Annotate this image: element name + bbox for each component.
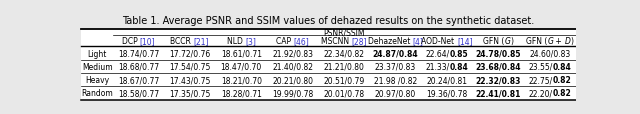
Text: [21]: [21] xyxy=(194,37,209,46)
Text: 21.21/0.80: 21.21/0.80 xyxy=(324,62,365,71)
Text: 20.51/0.79: 20.51/0.79 xyxy=(323,75,365,84)
Text: 20.24/0.81: 20.24/0.81 xyxy=(426,75,467,84)
Text: Table 1. Average PSNR and SSIM values of dehazed results on the synthetic datase: Table 1. Average PSNR and SSIM values of… xyxy=(122,16,534,26)
Text: 22.64/: 22.64/ xyxy=(426,49,450,58)
Text: ): ) xyxy=(570,37,573,46)
Text: [3]: [3] xyxy=(245,37,256,46)
Text: GFN (: GFN ( xyxy=(483,37,504,46)
Text: 22.34/0.82: 22.34/0.82 xyxy=(324,49,365,58)
Text: 17.54/0.75: 17.54/0.75 xyxy=(169,62,211,71)
Text: 24.60/0.83: 24.60/0.83 xyxy=(529,49,570,58)
Text: MSCNN: MSCNN xyxy=(321,37,351,46)
Text: 17.43/0.75: 17.43/0.75 xyxy=(169,75,211,84)
Text: GFN (: GFN ( xyxy=(526,37,548,46)
Text: Random: Random xyxy=(81,89,113,98)
Text: 22.75/: 22.75/ xyxy=(528,75,552,84)
Text: 22.32/0.83: 22.32/0.83 xyxy=(476,75,521,84)
Text: ): ) xyxy=(511,37,513,46)
Bar xyxy=(81,30,575,100)
Text: [14]: [14] xyxy=(457,37,472,46)
Text: DehazeNet: DehazeNet xyxy=(368,37,412,46)
Text: AOD-Net: AOD-Net xyxy=(421,37,457,46)
Text: 23.55/: 23.55/ xyxy=(528,62,552,71)
Text: 0.84: 0.84 xyxy=(450,62,468,71)
Text: 21.98 /0.82: 21.98 /0.82 xyxy=(374,75,417,84)
Text: 0.82: 0.82 xyxy=(552,75,572,84)
Text: CAP: CAP xyxy=(276,37,294,46)
Text: 21.33/: 21.33/ xyxy=(426,62,450,71)
Text: 18.21/0.70: 18.21/0.70 xyxy=(221,75,262,84)
Text: [46]: [46] xyxy=(294,37,309,46)
Text: 0.85: 0.85 xyxy=(450,49,468,58)
Text: 0.84: 0.84 xyxy=(552,62,572,71)
Text: 0.82: 0.82 xyxy=(552,89,572,98)
Text: 22.20/: 22.20/ xyxy=(529,89,552,98)
Text: D: D xyxy=(564,37,570,46)
Text: 18.61/0.71: 18.61/0.71 xyxy=(221,49,262,58)
Text: +: + xyxy=(554,37,564,46)
Text: 21.92/0.83: 21.92/0.83 xyxy=(272,49,313,58)
Text: 24.87/0.84: 24.87/0.84 xyxy=(372,49,419,58)
Text: 20.97/0.80: 20.97/0.80 xyxy=(375,89,416,98)
Text: 23.37/0.83: 23.37/0.83 xyxy=(375,62,416,71)
Text: 18.74/0.77: 18.74/0.77 xyxy=(118,49,159,58)
Text: G: G xyxy=(504,37,511,46)
Text: 17.72/0.76: 17.72/0.76 xyxy=(169,49,211,58)
Text: 18.58/0.77: 18.58/0.77 xyxy=(118,89,159,98)
Text: DCP: DCP xyxy=(122,37,140,46)
Text: 17.35/0.75: 17.35/0.75 xyxy=(169,89,211,98)
Text: [10]: [10] xyxy=(140,37,156,46)
Text: 18.47/0.70: 18.47/0.70 xyxy=(221,62,262,71)
Text: Light: Light xyxy=(88,49,107,58)
Text: 19.99/0.78: 19.99/0.78 xyxy=(272,89,314,98)
Text: 20.01/0.78: 20.01/0.78 xyxy=(324,89,365,98)
Text: 21.40/0.82: 21.40/0.82 xyxy=(272,62,313,71)
Text: 24.78/0.85: 24.78/0.85 xyxy=(476,49,521,58)
Text: Heavy: Heavy xyxy=(85,75,109,84)
Text: G: G xyxy=(548,37,554,46)
Text: 18.67/0.77: 18.67/0.77 xyxy=(118,75,159,84)
Text: BCCR: BCCR xyxy=(170,37,194,46)
Text: [4]: [4] xyxy=(412,37,423,46)
Text: NLD: NLD xyxy=(227,37,245,46)
Text: Medium: Medium xyxy=(82,62,113,71)
Text: 22.41/0.81: 22.41/0.81 xyxy=(476,89,521,98)
Text: 20.21/0.80: 20.21/0.80 xyxy=(272,75,313,84)
Text: 23.68/0.84: 23.68/0.84 xyxy=(476,62,521,71)
Text: PSNR/SSIM: PSNR/SSIM xyxy=(323,28,365,37)
Text: [28]: [28] xyxy=(351,37,367,46)
Text: 18.28/0.71: 18.28/0.71 xyxy=(221,89,262,98)
Text: 19.36/0.78: 19.36/0.78 xyxy=(426,89,468,98)
Text: 18.68/0.77: 18.68/0.77 xyxy=(118,62,159,71)
